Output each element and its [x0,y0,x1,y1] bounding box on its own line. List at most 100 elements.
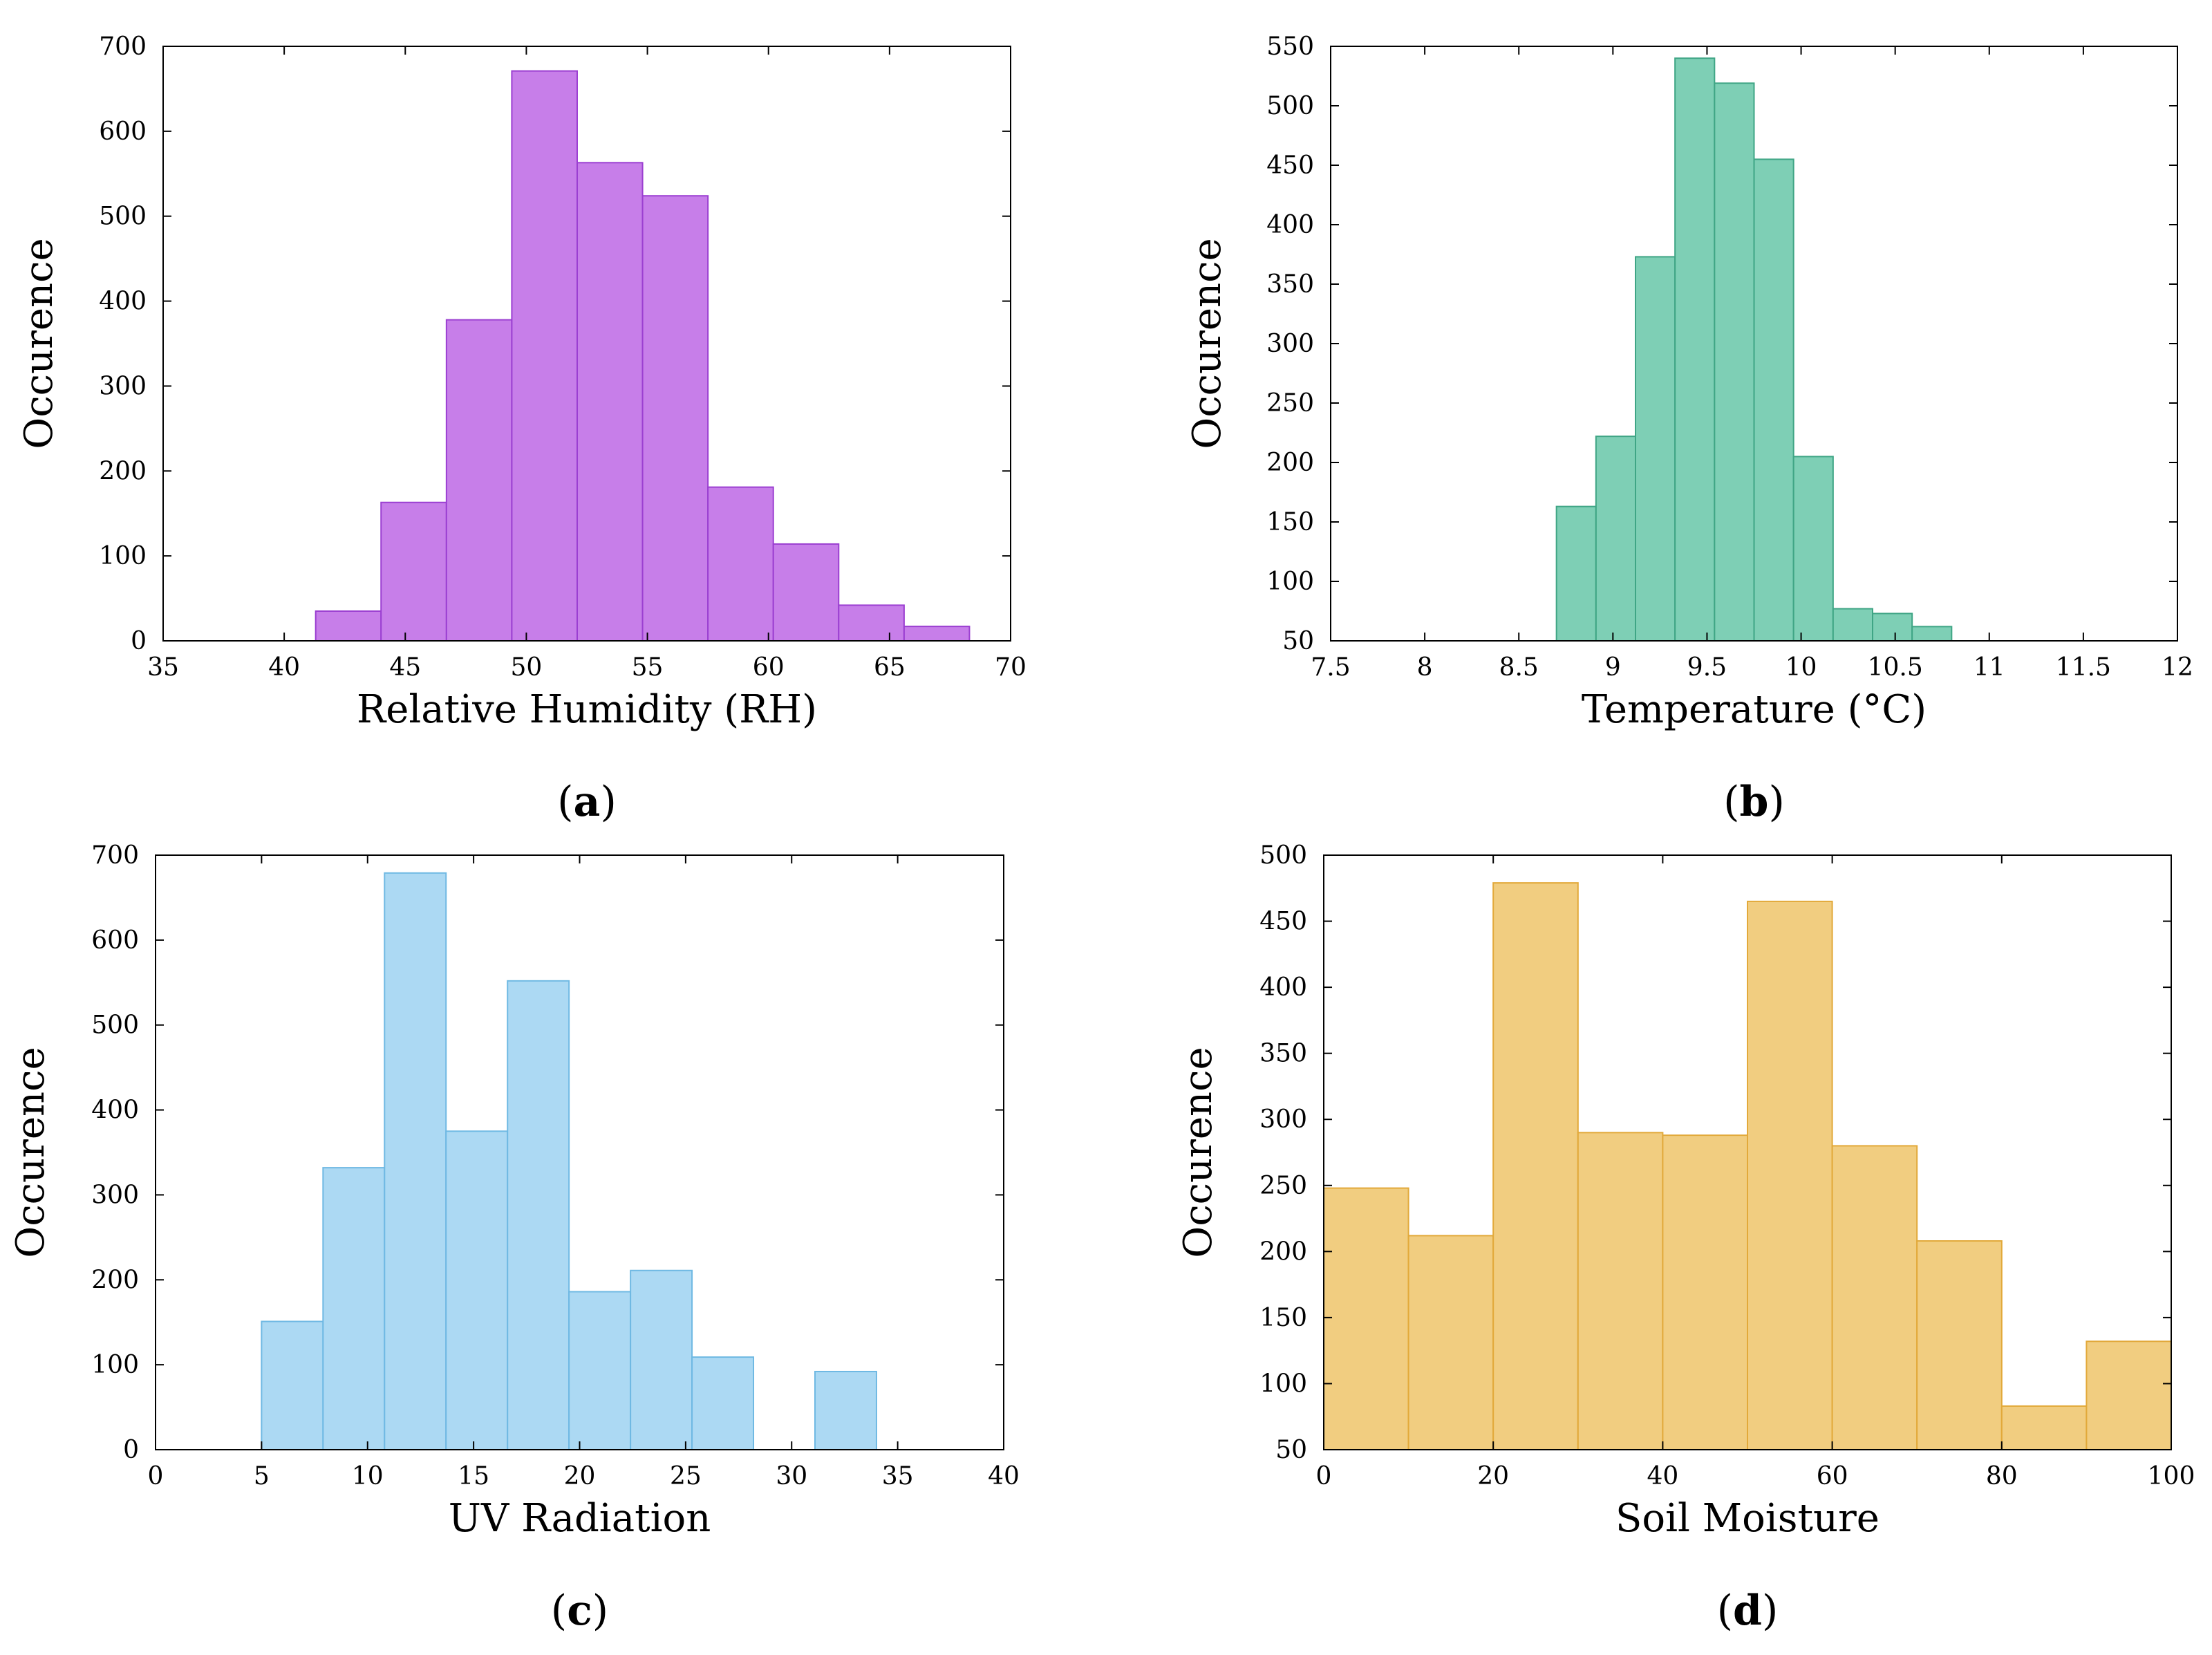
x-tick-label: 35 [147,653,179,682]
chart-panel-a: 35 40 45 50 55 60 65 700100200300400500600700Re… [17,32,1027,826]
y-tick-label: 450 [1259,908,1307,936]
y-tick-label: 150 [1259,1304,1307,1332]
x-tick-label: 50 [511,653,543,682]
histogram-bar [511,70,578,642]
y-tick-label: 250 [1259,1172,1307,1200]
x-tick-label: 10 [1785,653,1817,682]
histogram-bar [1832,608,1873,642]
histogram-bar [507,980,570,1451]
x-axis-title: Temperature (°C) [1582,687,1927,732]
chart-panel-b: 7.5 8 8.5 9 9.5 10 10.5 11 11.5 12 50 100 150 200 250 3… [1185,32,2193,826]
x-axis-title: Soil Moisture [1615,1496,1880,1541]
chart-panel-d: 0 20 40 60 80 100 50 100 150 200 250 300 350 400 450 50… [1176,841,2195,1635]
histogram-bar [1595,436,1636,642]
y-tick-label: 100 [1259,1369,1307,1398]
y-tick-label: 0 [131,627,147,655]
x-tick-label: 20 [564,1462,596,1490]
histogram-bar [2000,1405,2088,1451]
y-tick-label: 50 [1275,1436,1307,1464]
x-tick-label: 15 [458,1462,489,1490]
histogram-bar [1916,1240,2003,1450]
histogram-bar [641,195,709,642]
x-tick-label: 35 [882,1462,914,1490]
y-tick-label: 350 [1259,1040,1307,1068]
x-axis-title: UV Radiation [449,1496,711,1541]
y-tick-label: 300 [1266,330,1314,358]
histogram-bar [322,1167,386,1450]
x-tick-label: 30 [776,1462,807,1490]
histogram-bar [838,604,905,642]
panel-label: (c) [551,1587,608,1635]
y-tick-label: 100 [1266,568,1314,596]
histogram-bar [1662,1134,1748,1450]
y-tick-label: 0 [123,1436,139,1464]
histogram-bar [2086,1340,2172,1451]
x-tick-label: 0 [1316,1462,1332,1490]
histogram-bar [1714,82,1755,642]
y-tick-label: 350 [1266,270,1314,299]
y-tick-label: 400 [1266,211,1314,239]
x-tick-label: 7.5 [1311,653,1350,682]
x-tick-label: 10.5 [1868,653,1923,682]
x-tick-label: 12 [2162,653,2193,682]
x-tick-label: 8.5 [1499,653,1539,682]
y-tick-label: 550 [1266,32,1314,61]
y-tick-label: 100 [99,542,147,570]
histogram-bar [1635,256,1676,642]
x-tick-label: 25 [670,1462,702,1490]
histogram-bar [445,1130,509,1451]
histogram-bar [1753,158,1794,642]
histogram-bar [1674,57,1716,642]
histogram-bar [707,486,774,642]
y-axis-title: Occurence [17,238,62,449]
x-tick-label: 9 [1605,653,1621,682]
x-tick-label: 60 [753,653,785,682]
y-tick-label: 500 [1259,841,1307,870]
y-tick-label: 50 [1282,627,1314,655]
histogram-bar [384,872,447,1451]
histogram-bar [1747,900,1833,1450]
histogram-bar [568,1291,632,1450]
histogram-bar [380,501,447,642]
x-tick-label: 45 [389,653,421,682]
x-tick-label: 5 [254,1462,270,1490]
y-tick-label: 300 [1259,1105,1307,1134]
y-tick-label: 200 [91,1266,139,1294]
panel-label: (d) [1717,1587,1779,1635]
panel-label: (b) [1723,778,1785,826]
y-tick-label: 450 [1266,151,1314,180]
plot-frame [162,46,1011,642]
x-tick-label: 8 [1417,653,1433,682]
y-tick-label: 300 [99,372,147,400]
histogram-bar [315,610,382,642]
histogram-bar [261,1320,324,1450]
histogram-bar [691,1356,755,1450]
histogram-bar [1555,505,1597,642]
x-tick-label: 65 [874,653,906,682]
histogram-bar [1911,626,1953,642]
y-tick-label: 200 [1266,449,1314,477]
histogram-bar [1792,456,1834,642]
histogram-bar [1577,1132,1664,1451]
y-tick-label: 400 [91,1096,139,1125]
y-tick-label: 700 [91,841,139,870]
x-tick-label: 80 [1986,1462,2018,1490]
histogram-bar [1872,613,1913,642]
x-axis-title: Relative Humidity (RH) [357,687,817,732]
x-tick-label: 70 [995,653,1027,682]
x-tick-label: 11 [1974,653,2005,682]
histogram-bar [1831,1145,1918,1450]
histogram-bar [772,543,840,642]
x-tick-label: 60 [1817,1462,1848,1490]
y-tick-label: 500 [1266,92,1314,120]
x-tick-label: 10 [352,1462,384,1490]
panel-label: (a) [557,778,617,826]
y-tick-label: 400 [1259,973,1307,1002]
histogram-bar [630,1269,693,1451]
y-tick-label: 400 [99,288,147,316]
y-axis-title: Occurence [8,1047,53,1257]
chart-panel-c: 0 5 10 15 20 25 30 35 400100200300400500600700UV… [8,841,1020,1635]
y-axis-title: Occurence [1176,1047,1221,1257]
x-tick-label: 40 [268,653,300,682]
y-tick-label: 200 [1259,1237,1307,1266]
